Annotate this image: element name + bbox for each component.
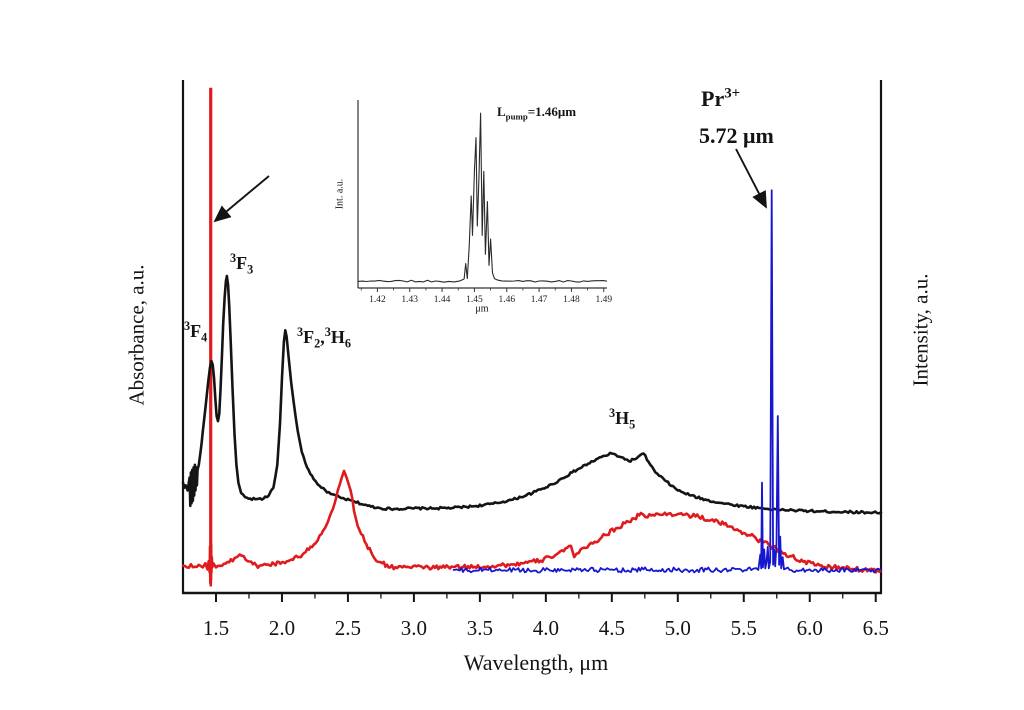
- peak-label-3h5-base: H: [615, 408, 630, 428]
- x-tick-label: 2.0: [269, 616, 295, 640]
- pr-ion-sup: 3+: [724, 85, 741, 102]
- pump-spectrum-curve: [357, 112, 608, 283]
- laser-wavelength-label: 5.72 μm: [699, 123, 774, 148]
- peak-label-3f2-3h6: 3F2,3H6: [297, 325, 351, 350]
- peak-label-3f4-base: F: [190, 321, 202, 341]
- peak-label-3f4-sup: 3: [184, 319, 191, 333]
- x-tick-label: 1.5: [203, 616, 229, 640]
- peak-label-3f3: 3F3: [230, 251, 253, 276]
- x-tick-label: 4.0: [533, 616, 559, 640]
- x-tick-label: 4.5: [599, 616, 625, 640]
- peak-label-3h6-sup: 3: [324, 325, 331, 339]
- x-tick-label: 3.0: [401, 616, 427, 640]
- inset-tick-label: 1.45: [466, 295, 483, 305]
- peak-label-3f3-sub: 3: [247, 262, 254, 277]
- inset-tick-label: 1.44: [434, 295, 451, 305]
- peak-label-3f3-base: F: [236, 253, 248, 273]
- peak-label-3h5-sup: 3: [609, 406, 616, 420]
- inset-tick-label: 1.42: [369, 295, 386, 305]
- inset-tick-label: 1.47: [531, 295, 548, 305]
- peak-label-3f2-sup: 3: [297, 325, 304, 339]
- inset-pump-label: Lpump=1.46μm: [497, 104, 577, 121]
- x-tick-label: 3.5: [467, 616, 493, 640]
- inset-chart: 1.42 1.43 1.44 1.45 1.46 1.47 1.48 1.49: [357, 100, 612, 305]
- inset-y-axis-label: Int. a.u.: [334, 178, 346, 210]
- x-axis-label: Wavelength, μm: [463, 650, 609, 675]
- inset-tick-label: 1.49: [595, 295, 612, 305]
- inset-pump-sub: pump: [505, 111, 528, 122]
- inset-tick-label: 1.46: [498, 295, 515, 305]
- inset-pump-base: L: [497, 104, 506, 119]
- pump-line-arrow: [213, 175, 270, 223]
- y-axis-label-right: Intensity, a.u.: [908, 273, 933, 387]
- x-tick-label: 2.5: [335, 616, 361, 640]
- pr-ion-base: Pr: [701, 86, 725, 111]
- peak-label-3h6-base: H: [330, 327, 345, 347]
- x-tick-label: 6.0: [797, 616, 823, 640]
- x-tick-label: 6.5: [863, 616, 889, 640]
- peak-label-3h5: 3H5: [609, 406, 635, 431]
- peak-label-separator: ,: [320, 327, 325, 347]
- x-tick-label: 5.5: [731, 616, 757, 640]
- peak-label-3f3-sup: 3: [230, 251, 237, 265]
- peak-label-3f2-base: F: [303, 327, 315, 347]
- x-tick-label: 5.0: [665, 616, 691, 640]
- peak-label-3h5-sub: 5: [629, 417, 636, 432]
- inset-pump-value: =1.46μm: [527, 104, 577, 119]
- peak-label-3h6-sub: 6: [344, 336, 352, 351]
- inset-x-axis-label: μm: [475, 303, 489, 315]
- absorbance-black-curve: [181, 274, 883, 515]
- peak-label-3f4: 3F4: [184, 319, 207, 344]
- inset-tick-label: 1.48: [563, 295, 580, 305]
- laser-peak-arrow: [735, 148, 767, 209]
- inset-tick-label: 1.43: [401, 295, 418, 305]
- peak-label-3f2-sub: 2: [314, 336, 321, 351]
- emission-red-curve: [181, 469, 883, 587]
- laser-blue-curve: [452, 189, 882, 574]
- y-axis-label-left: Absorbance, a.u.: [124, 264, 149, 406]
- pr-ion-label: Pr3+: [701, 85, 741, 111]
- peak-label-3f4-sub: 4: [201, 330, 208, 345]
